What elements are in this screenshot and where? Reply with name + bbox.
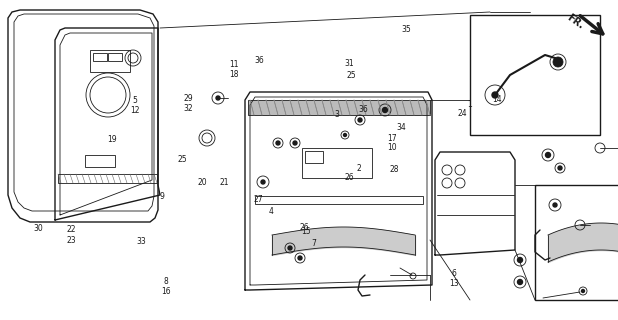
Circle shape (261, 180, 265, 184)
Text: 34: 34 (397, 124, 407, 132)
Circle shape (276, 141, 280, 145)
Text: 20: 20 (198, 178, 208, 187)
Circle shape (553, 57, 563, 67)
Circle shape (546, 153, 551, 157)
Text: 21: 21 (219, 178, 229, 187)
Bar (90, 50, 130, 72)
Text: 30: 30 (33, 224, 43, 233)
Circle shape (298, 256, 302, 260)
Text: 9: 9 (159, 192, 164, 201)
Circle shape (517, 258, 522, 262)
Circle shape (492, 92, 498, 98)
Bar (470, 15, 600, 135)
Text: 28: 28 (389, 165, 399, 174)
Circle shape (288, 246, 292, 250)
Bar (108, 53, 122, 61)
Text: 27: 27 (253, 196, 263, 204)
Text: 1: 1 (467, 100, 472, 109)
Bar (302, 148, 372, 178)
Bar (58, 174, 157, 183)
Bar (255, 196, 423, 204)
Text: 36: 36 (255, 56, 265, 65)
Text: 32: 32 (184, 104, 193, 113)
Text: 2: 2 (356, 164, 361, 173)
Text: 24: 24 (457, 109, 467, 118)
Bar (93, 53, 107, 61)
Circle shape (344, 133, 347, 137)
Text: FR.: FR. (565, 13, 585, 31)
Text: 22
23: 22 23 (66, 226, 76, 245)
Bar (85, 155, 115, 167)
Text: 35: 35 (402, 25, 412, 34)
Text: 36: 36 (358, 105, 368, 114)
Circle shape (293, 141, 297, 145)
Text: 8
16: 8 16 (161, 277, 171, 296)
Text: 6
13: 6 13 (449, 269, 459, 288)
Text: 11
18: 11 18 (229, 60, 239, 79)
Text: 31: 31 (344, 60, 354, 68)
Text: 25: 25 (177, 155, 187, 164)
Circle shape (582, 290, 585, 292)
Text: 3: 3 (334, 110, 339, 119)
Bar (535, 185, 618, 300)
Text: 15: 15 (301, 228, 311, 236)
Text: 33: 33 (136, 237, 146, 246)
Text: 26: 26 (344, 173, 354, 182)
Bar (248, 100, 430, 115)
Text: 7: 7 (311, 239, 316, 248)
Text: 17: 17 (387, 134, 397, 143)
Circle shape (358, 118, 362, 122)
Text: 5
12: 5 12 (130, 96, 140, 115)
Bar (305, 151, 323, 163)
Text: 4: 4 (268, 207, 273, 216)
Text: 19: 19 (108, 135, 117, 144)
Text: 29: 29 (184, 94, 193, 103)
Circle shape (553, 203, 557, 207)
Text: 10: 10 (387, 143, 397, 152)
Circle shape (383, 108, 387, 113)
Text: 26: 26 (300, 223, 310, 232)
Circle shape (216, 96, 220, 100)
Text: 14: 14 (493, 95, 502, 104)
Circle shape (517, 279, 522, 284)
Text: 25: 25 (346, 71, 356, 80)
Circle shape (558, 166, 562, 170)
